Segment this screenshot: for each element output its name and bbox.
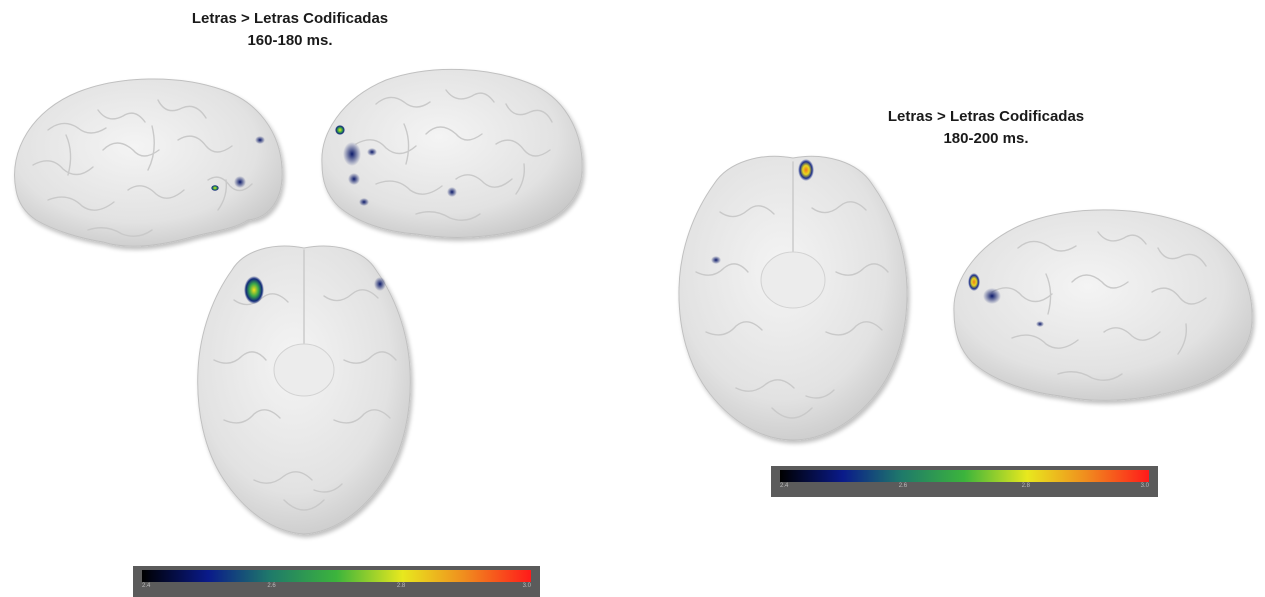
activation-spot bbox=[211, 185, 219, 191]
panel1-time-window: 160-180 ms. bbox=[247, 32, 333, 49]
panel2-colorbar: 2.4 2.6 2.8 3.0 bbox=[771, 466, 1158, 497]
activation-spot bbox=[983, 288, 1001, 304]
activation-spot bbox=[335, 125, 345, 135]
panel2-time-window: 180-200 ms. bbox=[943, 130, 1029, 147]
panel1-contrast-title: Letras > Letras Codificadas bbox=[191, 10, 389, 27]
panel1-brain-lateral-left bbox=[321, 68, 583, 238]
panel1-brain-ventral bbox=[197, 245, 411, 535]
panel1-brain-lateral-right bbox=[14, 78, 283, 247]
activation-spot bbox=[968, 273, 980, 291]
colorbar-tick-label: 2.8 bbox=[1021, 483, 1030, 489]
panel2-brain-ventral bbox=[678, 155, 908, 441]
colorbar-tick-label: 2.4 bbox=[142, 583, 151, 589]
activation-spot bbox=[711, 256, 721, 264]
colorbar-gradient bbox=[780, 470, 1149, 482]
panel2-title-block: Letras > Letras Codificadas 180-200 ms. bbox=[846, 106, 1126, 150]
activation-spot bbox=[244, 276, 264, 304]
activation-spot bbox=[234, 176, 246, 188]
activation-spot bbox=[374, 277, 386, 291]
panel1-title-block: Letras > Letras Codificadas 160-180 ms. bbox=[150, 8, 430, 52]
colorbar-ticks: 2.4 2.6 2.8 3.0 bbox=[142, 582, 531, 591]
activation-spot bbox=[359, 198, 369, 206]
panel1-colorbar: 2.4 2.6 2.8 3.0 bbox=[133, 566, 540, 597]
activation-spot bbox=[1036, 321, 1044, 327]
activation-spot bbox=[798, 159, 814, 181]
colorbar-gradient bbox=[142, 570, 531, 582]
colorbar-tick-label: 2.6 bbox=[898, 483, 908, 489]
activation-spot bbox=[348, 173, 360, 185]
colorbar-tick-label: 2.6 bbox=[267, 583, 276, 589]
panel2-contrast-title: Letras > Letras Codificadas bbox=[887, 108, 1085, 125]
colorbar-tick-label: 2.4 bbox=[780, 483, 789, 489]
activation-spot bbox=[367, 148, 377, 156]
colorbar-ticks: 2.4 2.6 2.8 3.0 bbox=[780, 482, 1149, 491]
activation-spot bbox=[255, 136, 265, 144]
colorbar-tick-label: 2.8 bbox=[396, 583, 406, 589]
activation-spot bbox=[343, 142, 361, 166]
colorbar-tick-label: 3.0 bbox=[1140, 483, 1149, 489]
colorbar-tick-label: 3.0 bbox=[522, 583, 531, 589]
panel2-brain-lateral-left bbox=[953, 209, 1253, 401]
activation-spot bbox=[447, 187, 457, 197]
